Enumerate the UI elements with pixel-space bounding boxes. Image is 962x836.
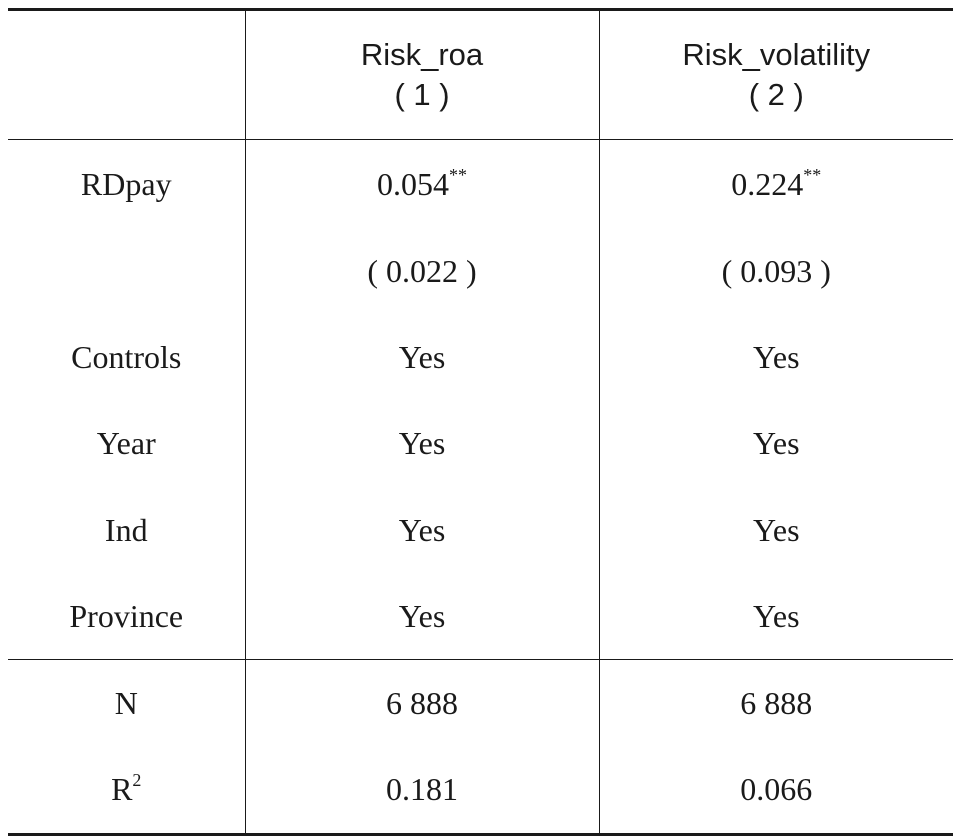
r-label: R — [111, 771, 133, 808]
header-row: Risk_roa ( 1 ) Risk_volatility ( 2 ) — [8, 11, 953, 140]
value-cell-2: Yes — [598, 486, 953, 574]
se-cell-1: ( 0.022 ) — [244, 228, 599, 315]
coef-cell-2: 0.224** — [598, 139, 953, 228]
stat-cell-1: 0.181 — [244, 746, 599, 836]
table-row-year: Year Yes Yes — [8, 400, 953, 487]
col-2-number: ( 2 ) — [748, 77, 804, 112]
stat-cell-1: 6 888 — [244, 659, 599, 747]
row-label: R2 — [8, 746, 245, 836]
col-2-name: Risk_volatility — [682, 37, 871, 72]
se-cell-2: ( 0.093 ) — [598, 228, 953, 315]
row-label: N — [8, 659, 245, 747]
value-cell-2: Yes — [598, 573, 953, 660]
table-row-rdpay: RDpay 0.054** 0.224** — [8, 139, 953, 228]
row-label: Province — [69, 597, 184, 634]
header-col-1: Risk_roa ( 1 ) — [244, 11, 599, 140]
table-row-n: N 6 888 6 888 — [8, 659, 953, 747]
row-label: Ind — [104, 511, 148, 548]
col-1-name: Risk_roa — [360, 37, 484, 72]
coef-value: 0.224 — [731, 165, 804, 202]
table-row-province: Province Yes Yes — [8, 573, 953, 660]
col-1-number: ( 1 ) — [394, 77, 450, 112]
regression-table-container: Risk_roa ( 1 ) Risk_volatility ( 2 ) RDp… — [8, 8, 953, 836]
value-cell-2: Yes — [598, 314, 953, 401]
table-row-standard-error: ( 0.022 ) ( 0.093 ) — [8, 228, 953, 315]
stat-cell-2: 0.066 — [598, 746, 953, 836]
table-row-ind: Ind Yes Yes — [8, 486, 953, 574]
table-row-controls: Controls Yes Yes — [8, 314, 953, 401]
value-cell-1: Yes — [244, 573, 599, 660]
significance-stars: ** — [803, 164, 822, 185]
coef-value: 0.054 — [377, 165, 449, 202]
row-label: Controls — [71, 338, 182, 375]
row-label: Year — [96, 425, 156, 462]
value-cell-1: Yes — [244, 486, 599, 574]
significance-stars: ** — [449, 164, 467, 185]
value-cell-1: Yes — [244, 400, 599, 487]
row-label — [8, 228, 245, 314]
row-label: RDpay — [80, 165, 172, 202]
header-corner-cell — [8, 11, 245, 140]
table-row-r-squared: R2 0.181 0.066 — [8, 746, 953, 836]
regression-table: Risk_roa ( 1 ) Risk_volatility ( 2 ) RDp… — [8, 8, 953, 836]
stat-cell-2: 6 888 — [598, 659, 953, 747]
value-cell-2: Yes — [598, 400, 953, 487]
header-col-2: Risk_volatility ( 2 ) — [598, 11, 953, 140]
value-cell-1: Yes — [244, 314, 599, 401]
coef-cell-1: 0.054** — [244, 139, 599, 228]
r-exponent: 2 — [132, 770, 142, 791]
